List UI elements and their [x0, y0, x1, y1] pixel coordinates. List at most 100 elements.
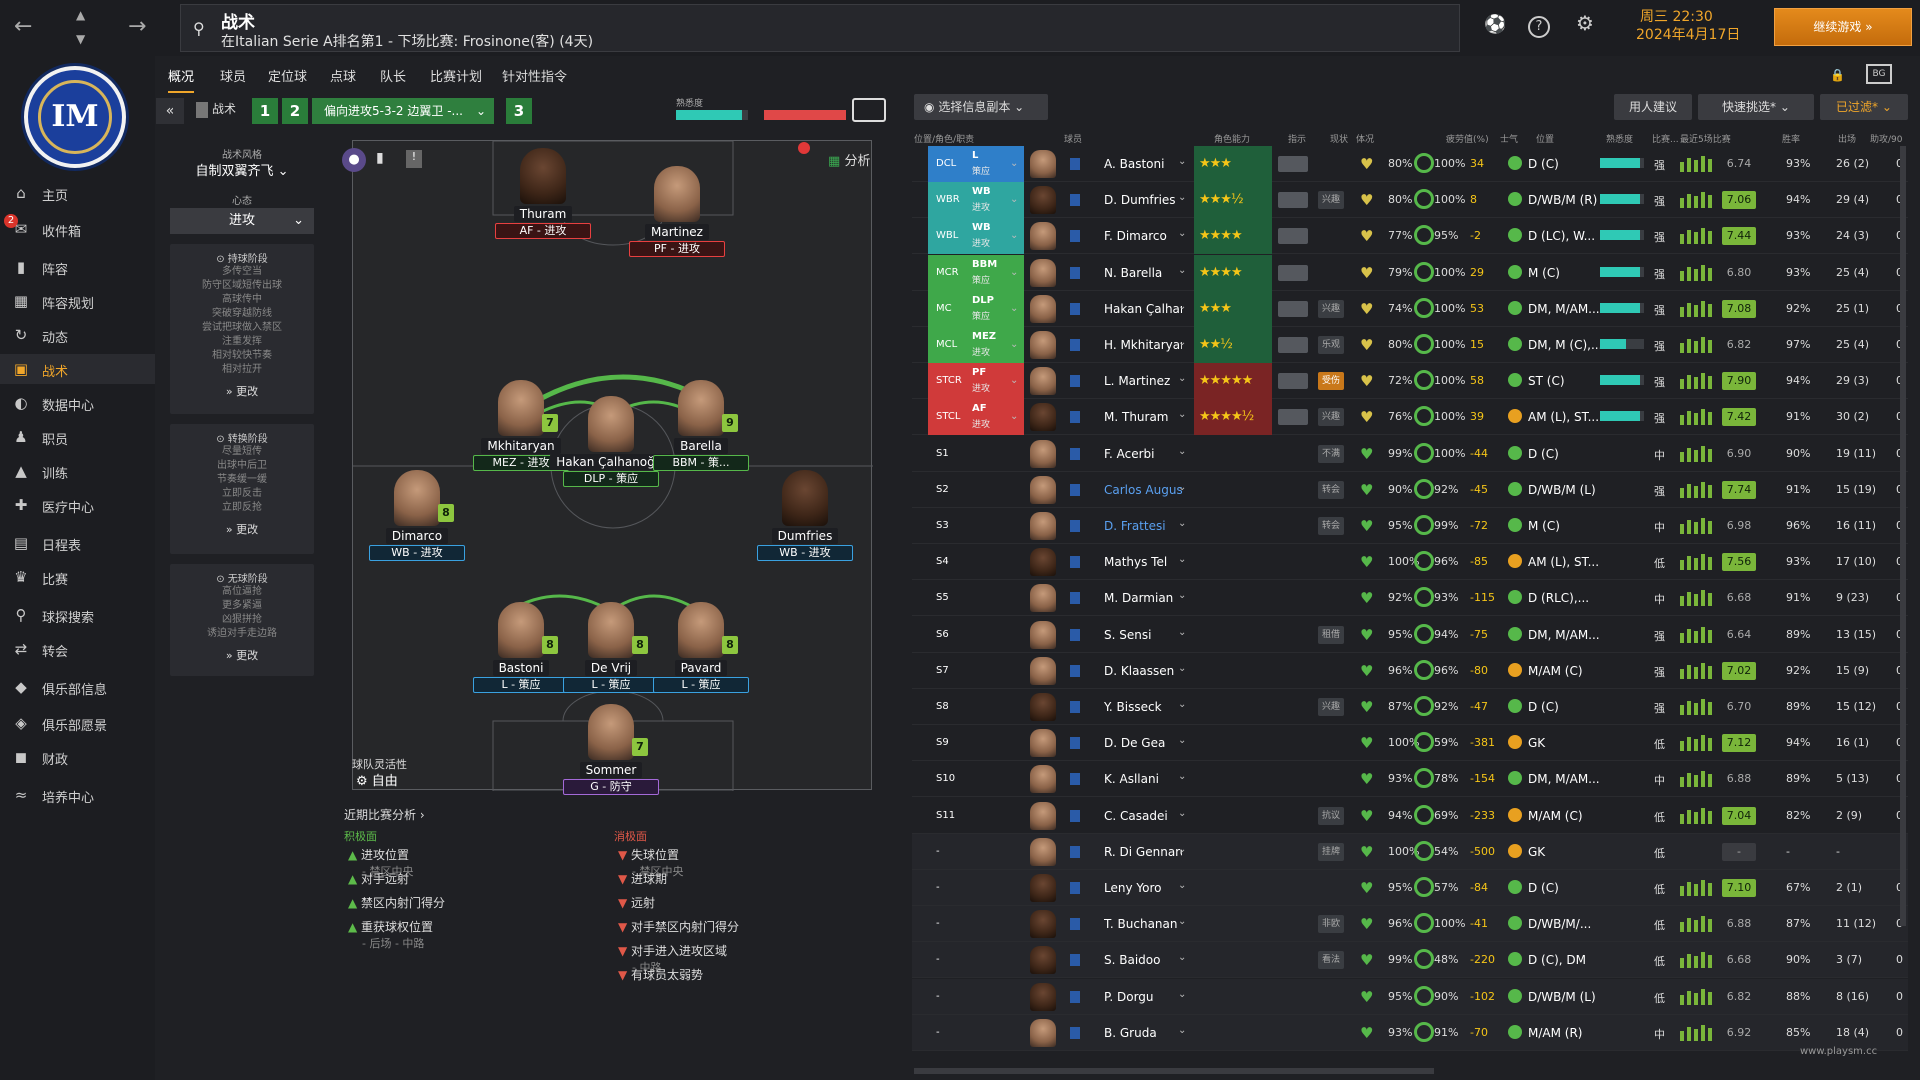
report-icon[interactable]: ! — [406, 150, 422, 168]
mentality-select[interactable]: 进攻 ⌄ — [170, 208, 314, 234]
column-header[interactable]: 助攻/90 — [1870, 135, 1903, 145]
column-header[interactable]: 位置 — [1536, 135, 1555, 145]
sidebar-item-1[interactable]: ✉ 2 收件箱 — [0, 214, 155, 244]
player-name[interactable]: S. Baidoo — [1104, 953, 1161, 968]
player-name[interactable]: Y. Bisseck — [1104, 700, 1162, 714]
instruction-icon[interactable] — [1278, 409, 1308, 426]
table-row[interactable]: S4 Mathys Tel ⌄ ♥ 100% 96% -85 AM (L), ST... 低 7.… — [912, 544, 1908, 581]
tactic-name-select[interactable]: 偏向进攻5-3-2 边翼卫 -... ⌄ — [312, 98, 494, 124]
sidebar-item-16[interactable]: ◼ 财政 — [0, 742, 155, 772]
toggle-view-button[interactable] — [852, 98, 886, 122]
table-row[interactable]: S5 M. Darmian ⌄ ♥ 92% 93% -115 D (RLC),... 中 6.68… — [912, 580, 1908, 617]
status-tag[interactable]: 受伤 — [1318, 372, 1344, 391]
position-cell[interactable]: S1 — [928, 436, 1024, 472]
table-row[interactable]: WBL WB 进攻 ⌄ F. Dimarco ⌄ ★★★★ ♥ 77% 95% -2 D (LC), … — [912, 218, 1908, 255]
position-cell[interactable]: STCL AF 进攻 ⌄ — [928, 399, 1024, 436]
column-header[interactable]: 体况 — [1356, 135, 1375, 145]
player-role[interactable]: G - 防守 — [563, 779, 659, 795]
pitch-player[interactable]: Bastoni L - 策应 8 — [456, 602, 586, 693]
table-row[interactable]: S7 D. Klaassen ⌄ ♥ 96% 96% -80 M/AM (C) 强 7.02 92%… — [912, 653, 1908, 689]
player-name[interactable]: D. Dumfries — [1104, 193, 1176, 208]
table-row[interactable]: - S. Baidoo ⌄ 看法 ♥ 99% 48% -220 D (C), DM 低 6.68 90… — [912, 942, 1908, 979]
position-cell[interactable]: - — [928, 1015, 1024, 1051]
table-row[interactable]: - P. Dorgu ⌄ ♥ 95% 90% -102 D/WB/M (L) 低 6.82 88% 8… — [912, 978, 1908, 1015]
sidebar-item-0[interactable]: ⌂ 主页 — [0, 178, 155, 208]
position-cell[interactable]: S8 — [928, 689, 1024, 725]
status-tag[interactable]: 乐观 — [1318, 336, 1344, 354]
status-tag[interactable]: 非欧 — [1318, 915, 1344, 934]
advice-button[interactable]: 用人建议 — [1614, 94, 1692, 120]
player-name[interactable]: D. De Gea — [1104, 736, 1166, 751]
analysis-title[interactable]: 近期比赛分析 › — [344, 808, 425, 822]
back-arrow-icon[interactable]: ← — [14, 14, 33, 39]
position-cell[interactable]: - — [928, 942, 1024, 978]
tab-0[interactable]: 概况 — [168, 66, 195, 93]
column-header[interactable]: 疲劳值(%) — [1446, 135, 1489, 145]
table-row[interactable]: STCL AF 进攻 ⌄ M. Thuram ⌄ ★★★★½ 兴趣 ♥ 76% 100% 39 AM (… — [912, 399, 1908, 436]
table-row[interactable]: MCR BBM 策应 ⌄ N. Barella ⌄ ★★★★ ♥ 79% 100% 29 M (C) 强… — [912, 254, 1908, 291]
player-name[interactable]: N. Barella — [1104, 265, 1163, 280]
player-name[interactable]: C. Casadei — [1104, 808, 1168, 823]
pitch-player[interactable]: Thuram AF - 进攻 — [478, 148, 608, 239]
sidebar-item-5[interactable]: ▣ 战术 — [0, 354, 155, 384]
chevron-down-icon[interactable]: ▼ — [76, 32, 86, 46]
column-header[interactable]: 比赛... — [1652, 135, 1679, 145]
instruction-icon[interactable] — [1278, 300, 1308, 317]
tab-1[interactable]: 球员 — [220, 70, 247, 85]
player-name[interactable]: K. Asllani — [1104, 772, 1159, 787]
sidebar-item-12[interactable]: ⚲ 球探搜索 — [0, 600, 155, 630]
player-name[interactable]: M. Darmian — [1104, 591, 1174, 606]
continue-button[interactable]: 继续游戏 » — [1774, 8, 1912, 46]
instruction-icon[interactable] — [1278, 337, 1308, 353]
player-name[interactable]: B. Gruda — [1104, 1025, 1157, 1040]
table-row[interactable]: S3 D. Frattesi ⌄ 转会 ♥ 95% 99% -72 M (C) 中 6.98 96% 1… — [912, 508, 1908, 544]
collapse-panel-button[interactable]: « — [156, 98, 184, 124]
column-header[interactable]: 胜率 — [1782, 135, 1801, 145]
column-header[interactable]: 角色能力 — [1214, 135, 1251, 145]
player-role[interactable]: MEZ - 进攻 — [473, 455, 569, 471]
table-row[interactable]: S8 Y. Bisseck ⌄ 兴趣 ♥ 87% 92% -47 D (C) 强 6.70 89% 15… — [912, 689, 1908, 725]
position-cell[interactable]: - — [928, 834, 1024, 870]
change-button[interactable]: » 更改 — [170, 647, 314, 663]
table-row[interactable]: S9 D. De Gea ⌄ ♥ 100% 59% -381 GK 低 7.12 94% 16 (1)… — [912, 725, 1908, 762]
forward-arrow-icon[interactable]: → — [128, 14, 147, 39]
tactic-slot-3[interactable]: 3 — [506, 98, 532, 124]
tab-4[interactable]: 队长 — [380, 70, 407, 85]
player-name[interactable]: Carlos Augusto — [1104, 482, 1182, 497]
player-name[interactable]: F. Dimarco — [1104, 229, 1167, 244]
player-name[interactable]: L. Martinez — [1104, 374, 1171, 389]
position-cell[interactable]: S3 — [928, 508, 1024, 544]
player-role[interactable]: DLP - 策应 — [563, 471, 659, 487]
sidebar-item-14[interactable]: ◆ 俱乐部信息 — [0, 672, 155, 702]
player-name[interactable]: Hakan Çalhanoğlu — [1104, 301, 1182, 316]
table-row[interactable]: MCL MEZ 进攻 ⌄ H. Mkhitaryan ⌄ ★★½ 乐观 ♥ 80% 100% 15 DM… — [912, 327, 1908, 363]
in-possession-section[interactable]: ⊙ 持球阶段 多传空当 防守区域短传出球 高球传中 突破穿越防线 尝试把球做入禁区 注重发挥… — [170, 244, 314, 414]
position-cell[interactable]: WBR WB 进攻 ⌄ — [928, 182, 1024, 219]
status-tag[interactable]: 兴趣 — [1318, 299, 1344, 318]
status-tag[interactable]: 租借 — [1318, 625, 1344, 644]
player-name[interactable]: A. Bastoni — [1104, 157, 1165, 171]
view-select[interactable]: ◉ 选择信息副本 ⌄ — [914, 94, 1048, 120]
table-row[interactable]: WBR WB 进攻 ⌄ D. Dumfries ⌄ ★★★½ 兴趣 ♥ 80% 100% 8 D/WB/… — [912, 182, 1908, 219]
table-row[interactable]: S11 C. Casadei ⌄ 抗议 ♥ 94% 69% -233 M/AM (C) 低 7.04… — [912, 798, 1908, 834]
status-tag[interactable]: 转会 — [1318, 480, 1344, 499]
player-role[interactable]: L - 策应 — [563, 677, 659, 693]
table-row[interactable]: - Leny Yoro ⌄ ♥ 95% 57% -84 D (C) 低 7.10 67% 2 (1) 0 — [912, 870, 1908, 906]
status-tag[interactable]: 兴趣 — [1318, 191, 1344, 210]
player-name[interactable]: S. Sensi — [1104, 627, 1152, 642]
player-name[interactable]: D. Klaassen — [1104, 663, 1175, 678]
instruction-icon[interactable] — [1278, 156, 1308, 172]
tactic-menu[interactable]: 战术 — [196, 100, 236, 118]
tab-5[interactable]: 比赛计划 — [430, 70, 483, 85]
transition-section[interactable]: ⊙ 转换阶段 尽量短传 出球中后卫 节奏缓一缓 立即反击 立即反抢 » 更改 — [170, 424, 314, 554]
kit-icon[interactable]: BG — [1866, 64, 1892, 84]
tab-6[interactable]: 针对性指令 — [502, 70, 568, 85]
player-role[interactable]: PF - 进攻 — [629, 241, 725, 257]
style-select[interactable]: 自制双翼齐飞 ⌄ — [195, 164, 289, 179]
position-cell[interactable]: WBL WB 进攻 ⌄ — [928, 218, 1024, 255]
sidebar-item-15[interactable]: ◈ 俱乐部愿景 — [0, 708, 155, 738]
pitch-player[interactable]: Mkhitaryan MEZ - 进攻 7 — [456, 380, 586, 471]
tactic-slot-1[interactable]: 1 — [252, 98, 278, 124]
sidebar-item-6[interactable]: ◐ 数据中心 — [0, 388, 155, 418]
sidebar-item-7[interactable]: ♟ 职员 — [0, 422, 155, 452]
